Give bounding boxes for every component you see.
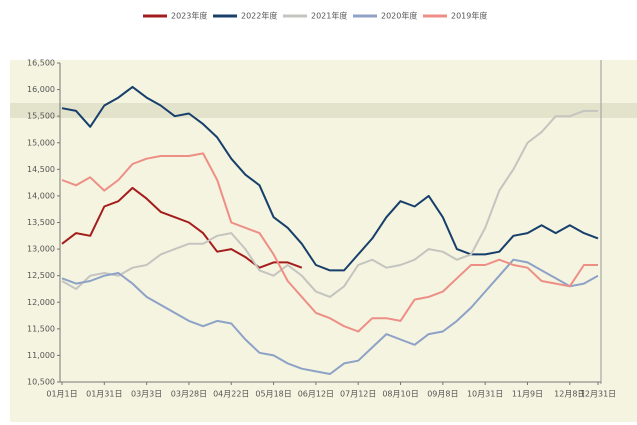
y-tick-label: 13,000: [27, 245, 55, 254]
x-tick-label: 04月22日: [213, 390, 249, 399]
y-tick-label: 14,500: [27, 165, 55, 174]
y-tick-label: 10,500: [27, 378, 55, 387]
y-tick-label: 15,000: [27, 138, 55, 147]
x-tick-label: 03月3日: [131, 390, 162, 399]
y-tick-label: 13,500: [27, 218, 55, 227]
y-tick-label: 15,500: [27, 112, 55, 121]
y-tick-label: 12,500: [27, 271, 55, 280]
y-tick-label: 11,000: [27, 351, 55, 360]
legend-label: 2022年度: [241, 11, 277, 21]
x-tick-label: 09月8日: [427, 390, 458, 399]
x-tick-label: 06月12日: [298, 390, 334, 399]
y-tick-label: 16,000: [27, 85, 55, 94]
legend-label: 2023年度: [171, 11, 207, 21]
x-tick-label: 01月1日: [46, 390, 77, 399]
x-tick-label: 08月10日: [382, 390, 418, 399]
series-line: [61, 186, 303, 269]
y-tick-label: 11,500: [27, 324, 55, 333]
legend-label: 2019年度: [451, 11, 487, 21]
x-tick-label: 03月28日: [171, 390, 207, 399]
y-tick-label: 16,500: [27, 59, 55, 68]
x-tick-label: 01月31日: [86, 390, 122, 399]
legend-label: 2021年度: [311, 11, 347, 21]
x-tick-label: 07月12日: [340, 390, 376, 399]
y-tick-label: 12,000: [27, 298, 55, 307]
series-line: [61, 152, 598, 333]
band: [10, 103, 637, 118]
series-line: [61, 258, 599, 375]
legend-label: 2020年度: [381, 11, 417, 21]
x-tick-label: 12月8日: [554, 390, 585, 399]
plot-background: [10, 60, 637, 422]
x-tick-label: 10月31日: [467, 390, 503, 399]
series-line: [61, 109, 598, 298]
x-tick-label: 05月18日: [255, 390, 291, 399]
x-tick-label: 12月31日: [580, 390, 616, 399]
x-tick-label: 11月9日: [512, 390, 543, 399]
y-tick-label: 14,000: [27, 191, 55, 200]
series-line: [61, 85, 599, 272]
